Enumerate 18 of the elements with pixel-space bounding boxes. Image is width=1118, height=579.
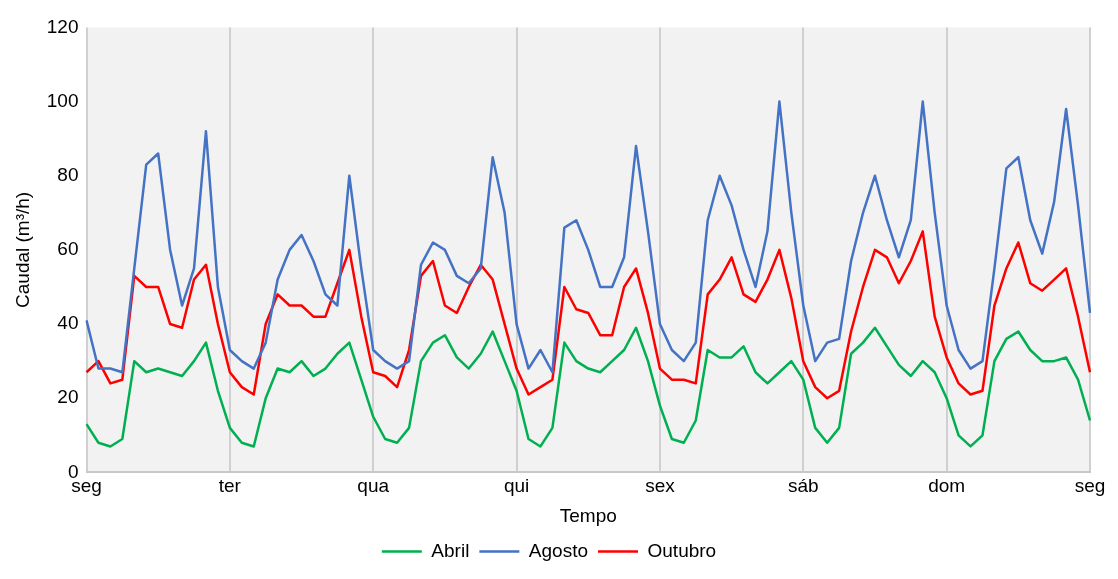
x-axis-title: Tempo bbox=[559, 504, 617, 526]
y-tick-label: 20 bbox=[57, 386, 79, 408]
x-tick-label: ter bbox=[218, 475, 242, 497]
x-tick-label: qui bbox=[503, 475, 530, 497]
y-tick-label: 40 bbox=[57, 312, 79, 334]
x-tick-label: sex bbox=[645, 475, 676, 497]
y-tick-label: 80 bbox=[57, 163, 79, 185]
y-tick-label: 120 bbox=[46, 15, 79, 37]
x-tick-label: sáb bbox=[787, 475, 819, 497]
x-tick-label: dom bbox=[928, 475, 966, 497]
x-tick-label: seg bbox=[1074, 475, 1106, 497]
legend-label: Outubro bbox=[647, 539, 717, 561]
legend-label: Abril bbox=[431, 539, 470, 561]
x-tick-label: qua bbox=[357, 475, 390, 497]
legend-label: Agosto bbox=[528, 539, 589, 561]
y-tick-label: 60 bbox=[57, 238, 79, 260]
y-axis-title: Caudal (m³/h) bbox=[11, 191, 33, 308]
y-tick-label: 100 bbox=[46, 89, 79, 111]
